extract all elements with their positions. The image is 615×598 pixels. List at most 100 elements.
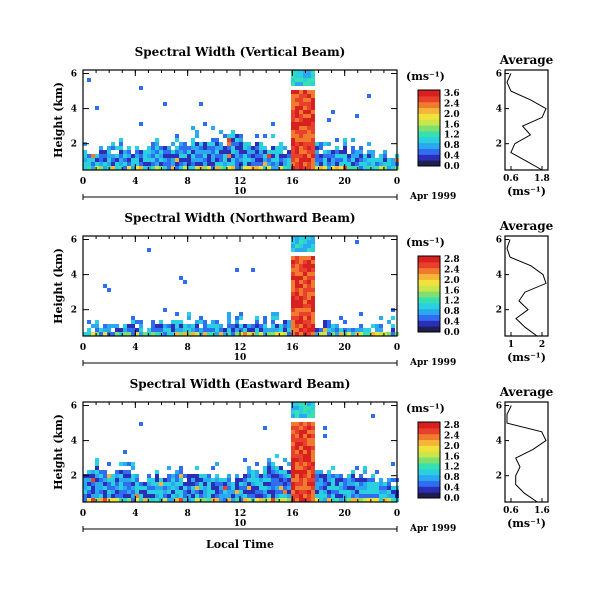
heatmap-cell xyxy=(255,462,259,466)
heatmap-cell xyxy=(311,332,315,336)
heatmap-cell xyxy=(99,150,103,154)
heatmap-cell xyxy=(271,498,275,502)
heatmap-cell xyxy=(239,498,243,502)
heatmap-cell xyxy=(271,332,275,336)
heatmap-cell xyxy=(183,474,187,478)
heatmap-cell xyxy=(231,332,235,336)
heatmap-cell xyxy=(127,462,131,466)
heatmap-cell xyxy=(99,482,103,486)
heatmap-cell xyxy=(371,332,375,336)
heatmap-cell xyxy=(303,264,307,268)
heatmap-cell xyxy=(227,316,231,320)
heatmap-cell xyxy=(303,406,307,410)
heatmap-cell xyxy=(307,446,311,450)
heatmap-cell xyxy=(243,154,247,158)
heatmap-cell xyxy=(303,494,307,498)
heatmap-cell xyxy=(375,162,379,166)
heatmap-cell xyxy=(91,162,95,166)
heatmap-cell xyxy=(195,490,199,494)
heatmap-cell xyxy=(195,332,199,336)
heatmap-cell xyxy=(199,320,203,324)
heatmap-cell xyxy=(291,320,295,324)
heatmap-cell xyxy=(307,474,311,478)
heatmap-cell xyxy=(311,470,315,474)
heatmap-cell xyxy=(299,114,303,118)
heatmap-cell xyxy=(83,158,87,162)
heatmap-cell xyxy=(111,474,115,478)
heatmap-cell xyxy=(391,486,395,490)
heatmap-cell xyxy=(155,162,159,166)
colorbar-swatch xyxy=(418,422,440,429)
heatmap-cell xyxy=(299,308,303,312)
heatmap-cell xyxy=(171,142,175,146)
heatmap-cell xyxy=(251,486,255,490)
heatmap-cell xyxy=(367,166,371,170)
heatmap-cell xyxy=(307,486,311,490)
heatmap-cell xyxy=(107,462,111,466)
heatmap-cell xyxy=(139,154,143,158)
heatmap-cell xyxy=(323,324,327,328)
heatmap-cell xyxy=(87,470,91,474)
heatmap-cell xyxy=(315,486,319,490)
heatmap-cell xyxy=(295,304,299,308)
heatmap-cell xyxy=(207,146,211,150)
colorbar-swatch xyxy=(418,480,440,487)
heatmap-cell xyxy=(291,332,295,336)
heatmap-cell xyxy=(163,478,167,482)
heatmap-cell xyxy=(223,166,227,170)
heatmap-cell xyxy=(295,276,299,280)
heatmap-cell xyxy=(291,114,295,118)
heatmap-cell xyxy=(275,328,279,332)
heatmap-cell xyxy=(299,94,303,98)
heatmap-cell xyxy=(295,406,299,410)
heatmap-cell xyxy=(295,442,299,446)
heatmap-cell xyxy=(299,458,303,462)
heatmap-cell xyxy=(299,434,303,438)
heatmap-cell xyxy=(311,316,315,320)
heatmap-cell xyxy=(263,158,267,162)
heatmap-cell xyxy=(327,474,331,478)
heatmap-cell xyxy=(203,482,207,486)
heatmap-cell xyxy=(171,482,175,486)
colorbar-swatch xyxy=(418,101,440,109)
heatmap-cell xyxy=(295,284,299,288)
heatmap-cell xyxy=(131,494,135,498)
average-profile-line xyxy=(506,239,547,337)
heatmap-cell xyxy=(371,158,375,162)
heatmap-cell xyxy=(311,312,315,316)
heatmap-cell xyxy=(103,478,107,482)
heatmap-cell xyxy=(151,158,155,162)
heatmap-cell xyxy=(271,478,275,482)
heatmap-cell xyxy=(91,166,95,170)
heatmap-cell xyxy=(303,316,307,320)
heatmap-cell xyxy=(279,150,283,154)
heatmap-cell xyxy=(235,162,239,166)
x-tick-label: 0 xyxy=(394,343,400,353)
heatmap-cell xyxy=(227,478,231,482)
heatmap-cell xyxy=(251,470,255,474)
colorbar-swatch xyxy=(418,302,440,310)
heatmap-cell xyxy=(387,166,391,170)
heatmap-cell xyxy=(267,486,271,490)
heatmap-cell xyxy=(115,482,119,486)
heatmap-cell xyxy=(363,494,367,498)
heatmap-cell xyxy=(303,272,307,276)
heatmap-cell xyxy=(263,494,267,498)
heatmap-cell xyxy=(103,150,107,154)
heatmap-cell xyxy=(379,482,383,486)
heatmap-cell xyxy=(291,422,295,426)
heatmap-cell xyxy=(287,494,291,498)
heatmap-cell xyxy=(267,166,271,170)
heatmap-cell xyxy=(311,426,315,430)
heatmap-cell xyxy=(139,482,143,486)
heatmap-cell xyxy=(143,154,147,158)
heatmap-cell xyxy=(303,438,307,442)
heatmap-cell xyxy=(247,142,251,146)
heatmap-cell xyxy=(383,158,387,162)
heatmap-cell xyxy=(123,494,127,498)
average-profile-line xyxy=(506,405,547,503)
heatmap-cell xyxy=(307,114,311,118)
heatmap-cell xyxy=(295,434,299,438)
colorbar-tick-label: 2.4 xyxy=(444,431,460,441)
heatmap-cell xyxy=(259,324,263,328)
